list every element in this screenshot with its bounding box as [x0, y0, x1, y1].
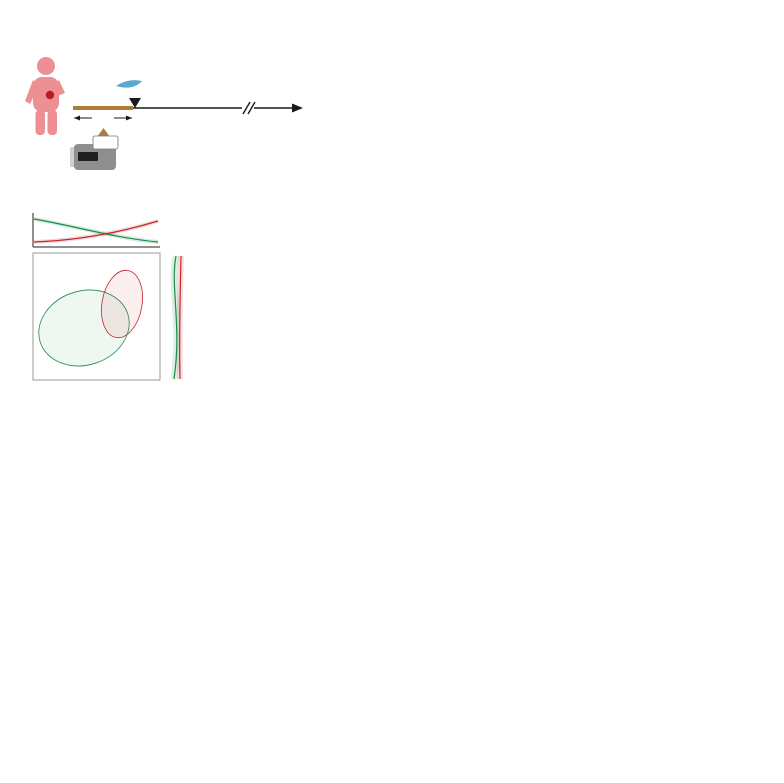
progression-pcoa-chart [391, 186, 586, 410]
taxonomic-profile-chart [320, 0, 784, 186]
panel-a [0, 0, 320, 186]
panel-g [0, 410, 400, 696]
sequencer-icon [70, 135, 119, 170]
panel-c [0, 186, 196, 410]
right-marginal [170, 255, 184, 380]
study-illustration [25, 57, 303, 170]
stage-pcoa-chart [196, 186, 391, 410]
panel-h [400, 410, 784, 696]
panel-d [196, 186, 391, 410]
panel-f [586, 186, 784, 410]
plot-frame [32, 252, 161, 381]
scalpel-icon [116, 80, 142, 88]
timeline-arrowhead [292, 103, 303, 113]
top-marginal [32, 213, 160, 248]
tumor-dot [45, 90, 55, 100]
grouped-taxonomic-chart [0, 410, 400, 696]
prevotella-ellipse [38, 289, 130, 367]
sampling-marker [97, 128, 110, 137]
bacteroides-ellipse [101, 269, 143, 339]
panel-b [320, 0, 784, 186]
patient-icon [25, 57, 65, 135]
death-pcoa-chart [586, 186, 784, 410]
timeline [73, 80, 303, 137]
panel-e [391, 186, 586, 410]
shannon-diversity-chart [400, 410, 784, 696]
enterotype-pcoa-chart [32, 213, 184, 381]
resection-marker [129, 98, 141, 108]
